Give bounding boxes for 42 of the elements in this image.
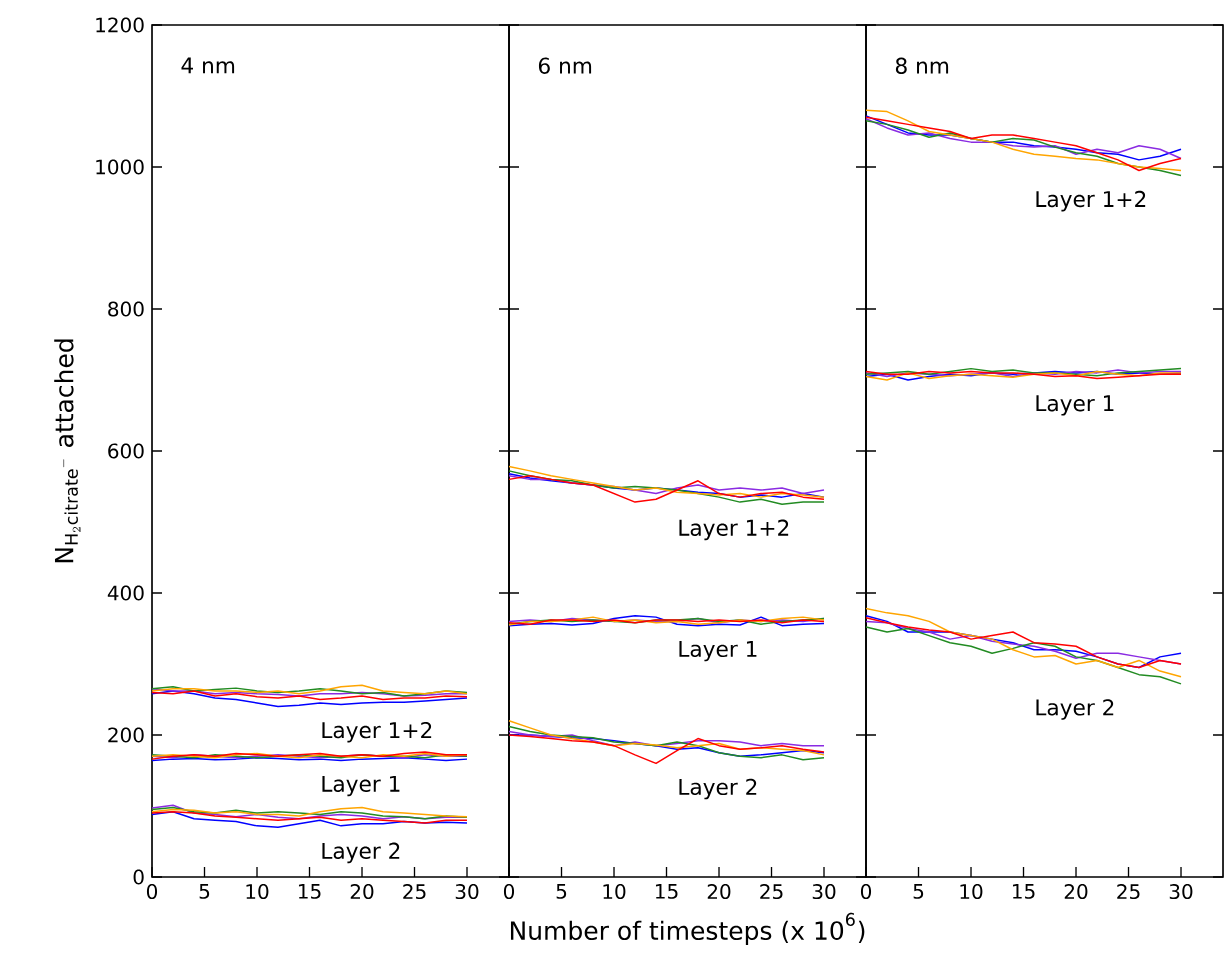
annotation: Layer 1 — [1036, 395, 1114, 416]
annotation: Layer 2 — [1036, 699, 1114, 720]
x-tick-label: 25 — [403, 883, 426, 900]
x-tick-label: 0 — [860, 883, 872, 900]
x-tick-label: 25 — [1117, 883, 1140, 900]
y-tick-label: 1200 — [96, 17, 144, 33]
x-axis-title: Number of timesteps (x 10$^{6}$) — [510, 912, 865, 945]
x-tick-label: 5 — [913, 883, 924, 899]
x-tick-label: 0 — [503, 883, 515, 900]
x-tick-label: 10 — [603, 883, 626, 900]
annotation: Layer 1 — [679, 640, 757, 662]
y-tick-label: 800 — [108, 301, 144, 317]
x-tick-label: 20 — [350, 883, 374, 900]
annotation: Layer 2 — [322, 842, 400, 864]
y-tick-label: 1000 — [96, 159, 144, 175]
x-tick-label: 10 — [246, 883, 269, 900]
annotation: Layer 1+2 — [1036, 190, 1146, 212]
x-tick-label: 5 — [199, 883, 210, 899]
annotation: Layer 1+2 — [679, 519, 789, 541]
x-tick-label: 25 — [760, 883, 783, 900]
y-tick-label: 400 — [107, 585, 144, 601]
annotation: Layer 1+2 — [322, 721, 432, 743]
x-tick-label: 0 — [146, 883, 158, 900]
annotation: 4 nm — [181, 57, 235, 74]
annotation: Layer 2 — [679, 778, 757, 800]
y-tick-label: 600 — [108, 443, 144, 459]
x-tick-label: 10 — [960, 883, 983, 900]
x-tick-label: 15 — [655, 883, 678, 899]
x-tick-label: 20 — [707, 883, 731, 900]
annotation: Layer 1 — [322, 775, 400, 797]
x-tick-label: 15 — [298, 883, 321, 899]
annotation: 6 nm — [538, 57, 592, 74]
x-tick-label: 30 — [1169, 883, 1193, 900]
annotation: 8 nm — [895, 57, 949, 74]
y-tick-label: 200 — [108, 727, 144, 743]
x-tick-label: 5 — [556, 883, 567, 899]
y-axis-title: $\mathrm{N}_{\mathrm{H}_{2}\mathrm{citrate}^{-}}\ \mathrm{attached}$ — [54, 339, 81, 563]
x-tick-label: 15 — [1012, 883, 1035, 899]
x-tick-label: 30 — [455, 883, 479, 900]
x-tick-label: 20 — [1064, 883, 1088, 900]
x-tick-label: 30 — [812, 883, 836, 900]
y-tick-label: 0 — [133, 869, 144, 885]
